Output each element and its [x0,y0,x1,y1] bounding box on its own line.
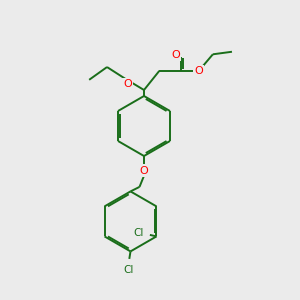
Text: O: O [171,50,180,60]
Text: O: O [194,66,203,76]
Text: Cl: Cl [124,265,134,275]
Text: O: O [140,166,148,176]
Text: Cl: Cl [133,228,144,239]
Text: O: O [123,79,132,89]
